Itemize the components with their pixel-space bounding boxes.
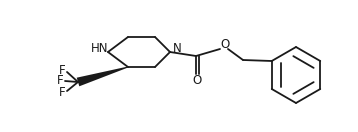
Polygon shape [77, 67, 128, 86]
Text: F: F [57, 74, 63, 88]
Text: O: O [192, 74, 202, 88]
Text: F: F [59, 63, 65, 77]
Text: O: O [221, 39, 229, 51]
Text: HN: HN [91, 41, 109, 55]
Text: F: F [59, 86, 65, 100]
Text: N: N [173, 43, 182, 55]
